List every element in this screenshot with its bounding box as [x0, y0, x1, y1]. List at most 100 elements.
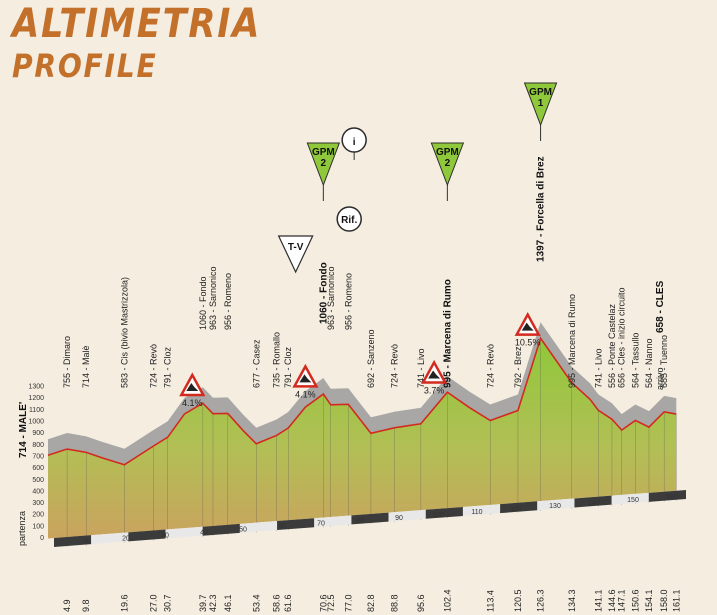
km-label: 120.5 — [513, 589, 523, 612]
place-label: 791 - Cloz — [163, 346, 173, 388]
chart-layer: 1300120011001000900800700600500400300200… — [17, 82, 686, 612]
km-label: 126.3 — [536, 589, 546, 612]
distance-tick-label: 120 — [510, 506, 522, 513]
gpm-category: 2 — [445, 158, 451, 169]
gpm-category: 2 — [321, 158, 327, 169]
place-label: 685 - Tuenno — [659, 335, 669, 388]
km-label: 88.8 — [389, 594, 399, 612]
start-altitude-label: 714 - MALE' — [18, 402, 29, 458]
altitude-tick-label: 200 — [32, 512, 44, 519]
km-label: 147.1 — [617, 589, 627, 612]
altitude-tick-label: 600 — [32, 465, 44, 472]
distance-tick-label: 70 — [317, 521, 325, 528]
place-label: 963 - Sarnonico — [208, 266, 218, 330]
distance-tick-label: 30 — [161, 533, 169, 540]
place-label: 724 - Revò — [148, 344, 158, 388]
place-label: 963 - Sarnonico — [326, 266, 336, 330]
altitude-tick-label: 900 — [32, 430, 44, 437]
mountain-icon — [428, 370, 441, 379]
distance-bar-segment — [537, 498, 575, 511]
distance-tick-label: 130 — [549, 503, 561, 510]
distance-tick-label: 80 — [356, 518, 364, 525]
km-label: 82.8 — [366, 594, 376, 612]
km-label: 150.6 — [630, 589, 640, 612]
grade-label: 4.1% — [182, 398, 203, 408]
distance-bar-segment — [425, 506, 463, 519]
place-label: 741 - Livo — [593, 348, 603, 388]
place-label: 724 - Revò — [389, 344, 399, 388]
profile-area — [48, 338, 677, 539]
km-label: 161.1 — [671, 589, 681, 612]
profile-line — [47, 336, 677, 466]
place-label: 564 - Nanno — [644, 338, 654, 388]
place-label: 656 - Cles - inizio circuito — [617, 287, 627, 388]
distance-bar-segment — [462, 504, 501, 516]
km-label: 70.6 — [318, 594, 328, 612]
km-label: 42.3 — [208, 594, 218, 612]
place-label: 1060 - Fondo — [198, 276, 208, 330]
altitude-tick-label: 1100 — [29, 407, 44, 414]
place-label: 1397 - Forcella di Brez — [536, 156, 547, 262]
altitude-tick-label: 400 — [32, 488, 44, 495]
km-label: 39.7 — [198, 594, 208, 612]
km-label: 4.9 — [62, 599, 72, 612]
distance-bar-segment — [277, 518, 315, 531]
distance-bar-segment — [165, 526, 203, 539]
km-label: 154.1 — [644, 589, 654, 612]
km-label: 141.1 — [593, 589, 603, 612]
place-label: 741 - Livo — [416, 348, 426, 388]
distance-tick-label: 160 — [666, 494, 678, 501]
km-label: 53.4 — [251, 594, 261, 612]
altitude-tick-label: 0 — [40, 535, 44, 542]
distance-tick-label: 110 — [471, 509, 482, 516]
finish-word-label: arrivo — [655, 367, 665, 390]
place-label: 791 - Cloz — [283, 346, 293, 388]
distance-bar-segment — [574, 495, 612, 508]
km-label: 46.1 — [223, 594, 233, 612]
page-subtitle: PROFILE — [12, 47, 158, 85]
altitude-tick-label: 700 — [32, 453, 44, 460]
distance-bar-segment — [611, 492, 649, 505]
profile-shadow — [48, 322, 677, 465]
altitude-tick-label: 800 — [32, 442, 44, 449]
altitude-tick-label: 1000 — [28, 419, 44, 426]
km-label: 72.5 — [326, 594, 336, 612]
km-label: 30.7 — [163, 594, 173, 612]
altitude-tick-label: 300 — [32, 500, 44, 507]
gpm-marker-icon — [523, 82, 558, 127]
feed-label: Rif. — [341, 215, 357, 226]
altitude-tick-label: 500 — [32, 477, 44, 484]
km-label: 19.6 — [119, 594, 129, 612]
info-label: i — [353, 137, 356, 148]
distance-tick-label: 100 — [432, 512, 444, 519]
distance-bar-segment — [648, 490, 686, 502]
distance-bar-segment — [239, 521, 278, 533]
grade-label: 10.5% — [515, 338, 541, 348]
distance-bar-segment — [314, 515, 352, 528]
km-label: 61.6 — [283, 594, 293, 612]
distance-tick-label: 60 — [278, 524, 286, 531]
km-label: 9.8 — [81, 599, 91, 612]
place-label: 995 - Marcena di Rumo — [442, 279, 453, 388]
km-label: 158.0 — [659, 589, 669, 612]
place-label: 677 - Casez — [251, 339, 261, 388]
altitude-tick-label: 100 — [32, 523, 44, 530]
place-label: 956 - Romeno — [223, 273, 233, 330]
distance-bar-segment — [91, 532, 129, 545]
km-label: 134.3 — [567, 589, 577, 612]
gpm-label: GPM — [436, 147, 459, 158]
grade-label: 4.1% — [295, 389, 316, 399]
start-word-label: partenza — [17, 511, 27, 546]
gpm-category: 1 — [538, 98, 544, 109]
km-label: 113.4 — [485, 590, 495, 612]
finish-altitude-label: 658 - CLES — [655, 280, 666, 333]
altitude-tick-label: 1300 — [28, 384, 44, 391]
place-label: 714 - Malè — [81, 345, 91, 388]
gpm-marker-icon — [430, 142, 465, 187]
mountain-icon — [299, 374, 312, 383]
km-label: 95.6 — [416, 594, 426, 612]
feed-marker-icon — [336, 206, 362, 232]
mountain-icon — [521, 322, 534, 331]
place-label: 735 - Romallo — [272, 332, 282, 388]
altitude-tick-label: 1200 — [28, 395, 44, 402]
